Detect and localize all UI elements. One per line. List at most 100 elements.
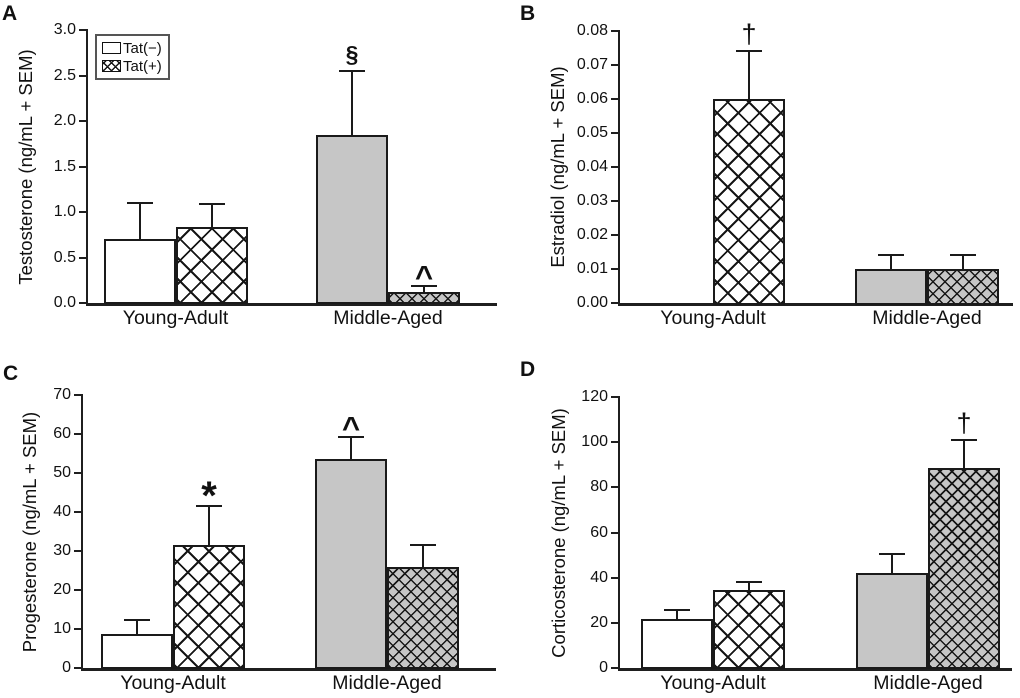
panel-letter-c: C: [3, 362, 19, 385]
y-tick-mark: [78, 211, 86, 213]
error-bar-cap: [736, 50, 762, 53]
bar-young-adult-tat-pos: [713, 590, 785, 670]
y-tick-label: 0.03: [576, 192, 608, 209]
y-tick-mark: [610, 30, 618, 32]
y-tick-mark: [610, 531, 618, 534]
y-tick-label: 0.06: [576, 90, 608, 107]
y-tick-label: 40: [53, 503, 71, 520]
error-bar-cap: [126, 201, 153, 204]
y-tick-mark: [78, 120, 86, 122]
y-tick-label: 100: [581, 433, 608, 451]
legend-label: Tat(−): [123, 39, 162, 57]
error-bar-cap: [410, 544, 436, 547]
error-bar-line: [138, 202, 141, 240]
error-bar-cap: [339, 69, 365, 72]
y-tick-label: 2.0: [53, 112, 76, 129]
y-tick-label: 0: [599, 659, 608, 676]
y-tick-label: 10: [53, 620, 71, 637]
bar-young-adult-tat: [103, 239, 176, 305]
y-tick-label: 0: [62, 659, 71, 676]
legend-swatch-hatched: [102, 60, 121, 72]
error-bar-cap: [879, 552, 905, 555]
error-bar-line: [963, 439, 965, 469]
y-tick-label: 1.5: [53, 157, 76, 175]
section-marker: §: [345, 40, 359, 67]
y-tick-label: 0.0: [53, 294, 76, 311]
y-axis-title: Estradiol (ng/mL + SEM): [547, 66, 568, 268]
y-tick-label: 0.5: [53, 248, 76, 266]
dagger-marker: †: [956, 407, 972, 438]
y-tick-label: 20: [590, 613, 608, 631]
y-axis-title: Testosterone (ng/mL + SEM): [15, 48, 36, 285]
panel-letter-b: B: [520, 2, 536, 25]
y-axis-title: Corticosterone (ng/mL + SEM): [548, 407, 569, 658]
y-tick-label: 2.5: [53, 66, 76, 84]
y-tick-mark: [73, 550, 81, 552]
error-bar-line: [962, 255, 964, 269]
legend-label: Tat(+): [123, 57, 162, 75]
bar-young-adult-tat-pos: [175, 227, 248, 305]
y-tick-mark: [610, 441, 618, 444]
dagger-marker: †: [741, 19, 757, 50]
error-bar-cap: [196, 505, 222, 508]
y-tick-mark: [610, 98, 618, 100]
y-tick-mark: [73, 433, 81, 435]
asterisk-marker: *: [201, 473, 217, 518]
y-tick-mark: [73, 589, 81, 591]
category-label-young-adult: Young-Adult: [122, 307, 229, 329]
error-bar-line: [748, 582, 750, 591]
caret-marker: ^: [414, 258, 434, 294]
error-bar-line: [748, 51, 750, 99]
category-label-middle-aged: Middle-Aged: [332, 672, 442, 694]
bar-young-adult-tat: [101, 633, 173, 670]
error-bar-cap: [664, 609, 690, 612]
y-tick-mark: [78, 29, 86, 31]
error-bar-line: [208, 506, 210, 546]
category-label-young-adult: Young-Adult: [660, 672, 766, 694]
y-tick-mark: [610, 396, 618, 398]
y-tick-label: 30: [53, 542, 71, 559]
category-label-middle-aged: Middle-Aged: [872, 307, 982, 329]
y-tick-label: 0.05: [576, 124, 608, 141]
y-tick-mark: [610, 486, 618, 489]
error-bar-line: [676, 610, 678, 620]
category-label-middle-aged: Middle-Aged: [873, 672, 983, 694]
y-tick-label: 0.02: [576, 226, 608, 243]
legend-row: Tat(−): [102, 39, 162, 57]
y-tick-mark: [78, 74, 86, 77]
y-tick-label: 60: [590, 523, 608, 541]
y-tick-mark: [610, 667, 618, 669]
x-axis-line: [85, 303, 497, 306]
error-bar-line: [423, 285, 425, 293]
legend-swatch-open: [102, 42, 121, 54]
y-tick-mark: [73, 394, 81, 396]
y-axis-line: [617, 30, 620, 304]
error-bar-line: [136, 619, 138, 634]
bar-middle-aged-tat-pos: [388, 292, 460, 305]
x-axis-line: [80, 668, 496, 671]
error-bar-line: [422, 545, 424, 567]
y-axis-line: [617, 396, 620, 669]
error-bar-cap: [124, 618, 150, 621]
y-tick-label: 3.0: [53, 21, 76, 38]
y-tick-mark: [78, 256, 86, 259]
y-tick-mark: [610, 200, 618, 202]
error-bar-line: [210, 203, 213, 228]
y-tick-label: 40: [590, 568, 608, 586]
error-bar-line: [350, 436, 352, 460]
y-tick-mark: [610, 621, 618, 624]
bar-middle-aged-tat: [855, 269, 927, 305]
error-bar-line: [351, 70, 353, 135]
y-tick-label: 1.0: [53, 203, 76, 220]
y-axis-line: [80, 394, 83, 669]
y-tick-mark: [78, 165, 86, 168]
bar-middle-aged-tat: [856, 573, 928, 670]
bar-young-adult-tat: [641, 619, 713, 670]
error-bar-cap: [951, 438, 977, 441]
error-bar-line: [890, 255, 892, 269]
y-axis-title: Progesterone (ng/mL + SEM): [19, 411, 40, 652]
y-tick-label: 120: [581, 388, 608, 405]
bar-middle-aged-tat-pos: [387, 566, 459, 670]
bar-middle-aged-tat: [315, 459, 387, 670]
